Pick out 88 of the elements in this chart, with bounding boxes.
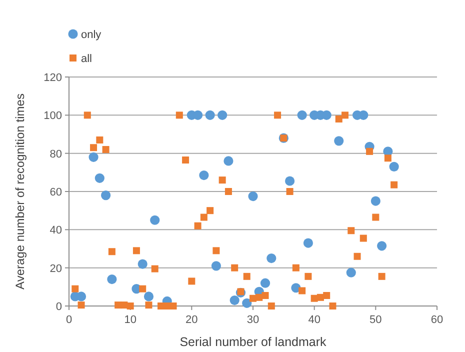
point bbox=[170, 302, 177, 310]
point bbox=[211, 261, 221, 271]
point bbox=[72, 285, 79, 292]
point bbox=[390, 181, 398, 188]
point bbox=[205, 110, 215, 120]
point bbox=[78, 302, 85, 309]
point bbox=[218, 110, 228, 120]
y-tick-label: 80 bbox=[50, 148, 62, 160]
point bbox=[389, 162, 399, 172]
point bbox=[366, 148, 374, 155]
x-tick-label: 40 bbox=[308, 314, 320, 326]
point bbox=[107, 274, 117, 284]
point bbox=[101, 190, 111, 200]
point bbox=[151, 265, 158, 272]
point bbox=[297, 110, 307, 120]
legend-label: all bbox=[81, 53, 92, 65]
point bbox=[108, 248, 116, 256]
point bbox=[348, 227, 355, 234]
point bbox=[193, 110, 203, 120]
x-tick-label: 30 bbox=[246, 314, 260, 326]
y-tick-label: 40 bbox=[50, 224, 62, 237]
point bbox=[268, 302, 275, 310]
point bbox=[260, 278, 270, 288]
legend-label: only bbox=[81, 29, 102, 41]
point bbox=[346, 268, 356, 278]
point bbox=[102, 146, 110, 154]
x-tick-label: 60 bbox=[430, 314, 444, 326]
point bbox=[377, 241, 387, 251]
point bbox=[150, 215, 160, 225]
point bbox=[370, 196, 380, 206]
point bbox=[323, 292, 330, 300]
point bbox=[335, 115, 342, 122]
y-tick-label: 60 bbox=[50, 186, 62, 198]
point bbox=[139, 285, 146, 292]
point bbox=[242, 298, 252, 308]
point bbox=[224, 156, 234, 166]
point bbox=[262, 292, 269, 300]
point bbox=[138, 259, 148, 269]
y-tick-label: 100 bbox=[44, 110, 62, 122]
point bbox=[285, 176, 295, 186]
point bbox=[354, 252, 361, 260]
point bbox=[334, 136, 344, 146]
point bbox=[218, 176, 226, 184]
point bbox=[176, 112, 183, 119]
point bbox=[126, 302, 134, 310]
point bbox=[200, 214, 208, 221]
y-tick-label: 0 bbox=[56, 301, 62, 313]
x-tick-label: 0 bbox=[66, 314, 72, 326]
y-tick-label: 120 bbox=[44, 72, 62, 84]
x-tick-label: 50 bbox=[370, 314, 382, 326]
point bbox=[372, 214, 380, 221]
point bbox=[292, 264, 300, 272]
x-tick-label: 20 bbox=[186, 314, 198, 326]
x-tick-label: 10 bbox=[124, 314, 136, 326]
point bbox=[384, 154, 392, 162]
point bbox=[230, 295, 240, 306]
y-tick-label: 20 bbox=[50, 262, 62, 275]
point bbox=[329, 302, 336, 310]
point bbox=[304, 272, 312, 280]
point bbox=[144, 292, 154, 302]
point bbox=[274, 112, 282, 119]
point bbox=[96, 136, 104, 144]
point bbox=[94, 173, 104, 183]
point bbox=[206, 207, 214, 214]
point bbox=[84, 112, 91, 119]
point bbox=[342, 112, 348, 119]
point bbox=[188, 278, 196, 285]
point bbox=[212, 247, 220, 254]
point bbox=[182, 156, 190, 164]
point bbox=[90, 144, 98, 152]
point bbox=[199, 170, 209, 180]
point bbox=[358, 110, 368, 120]
point bbox=[231, 264, 238, 272]
point bbox=[248, 191, 258, 202]
point bbox=[378, 272, 386, 280]
point bbox=[132, 247, 140, 254]
point bbox=[266, 253, 276, 264]
point bbox=[286, 188, 294, 195]
point bbox=[243, 272, 250, 280]
point bbox=[88, 152, 98, 162]
point bbox=[360, 234, 367, 242]
point bbox=[303, 238, 313, 248]
point bbox=[194, 222, 202, 230]
x-axis-title: Serial number of landmark bbox=[180, 335, 328, 349]
y-axis-title: Average number of recognition times bbox=[13, 94, 27, 290]
point bbox=[145, 302, 152, 309]
point bbox=[224, 188, 232, 195]
point bbox=[298, 287, 306, 294]
